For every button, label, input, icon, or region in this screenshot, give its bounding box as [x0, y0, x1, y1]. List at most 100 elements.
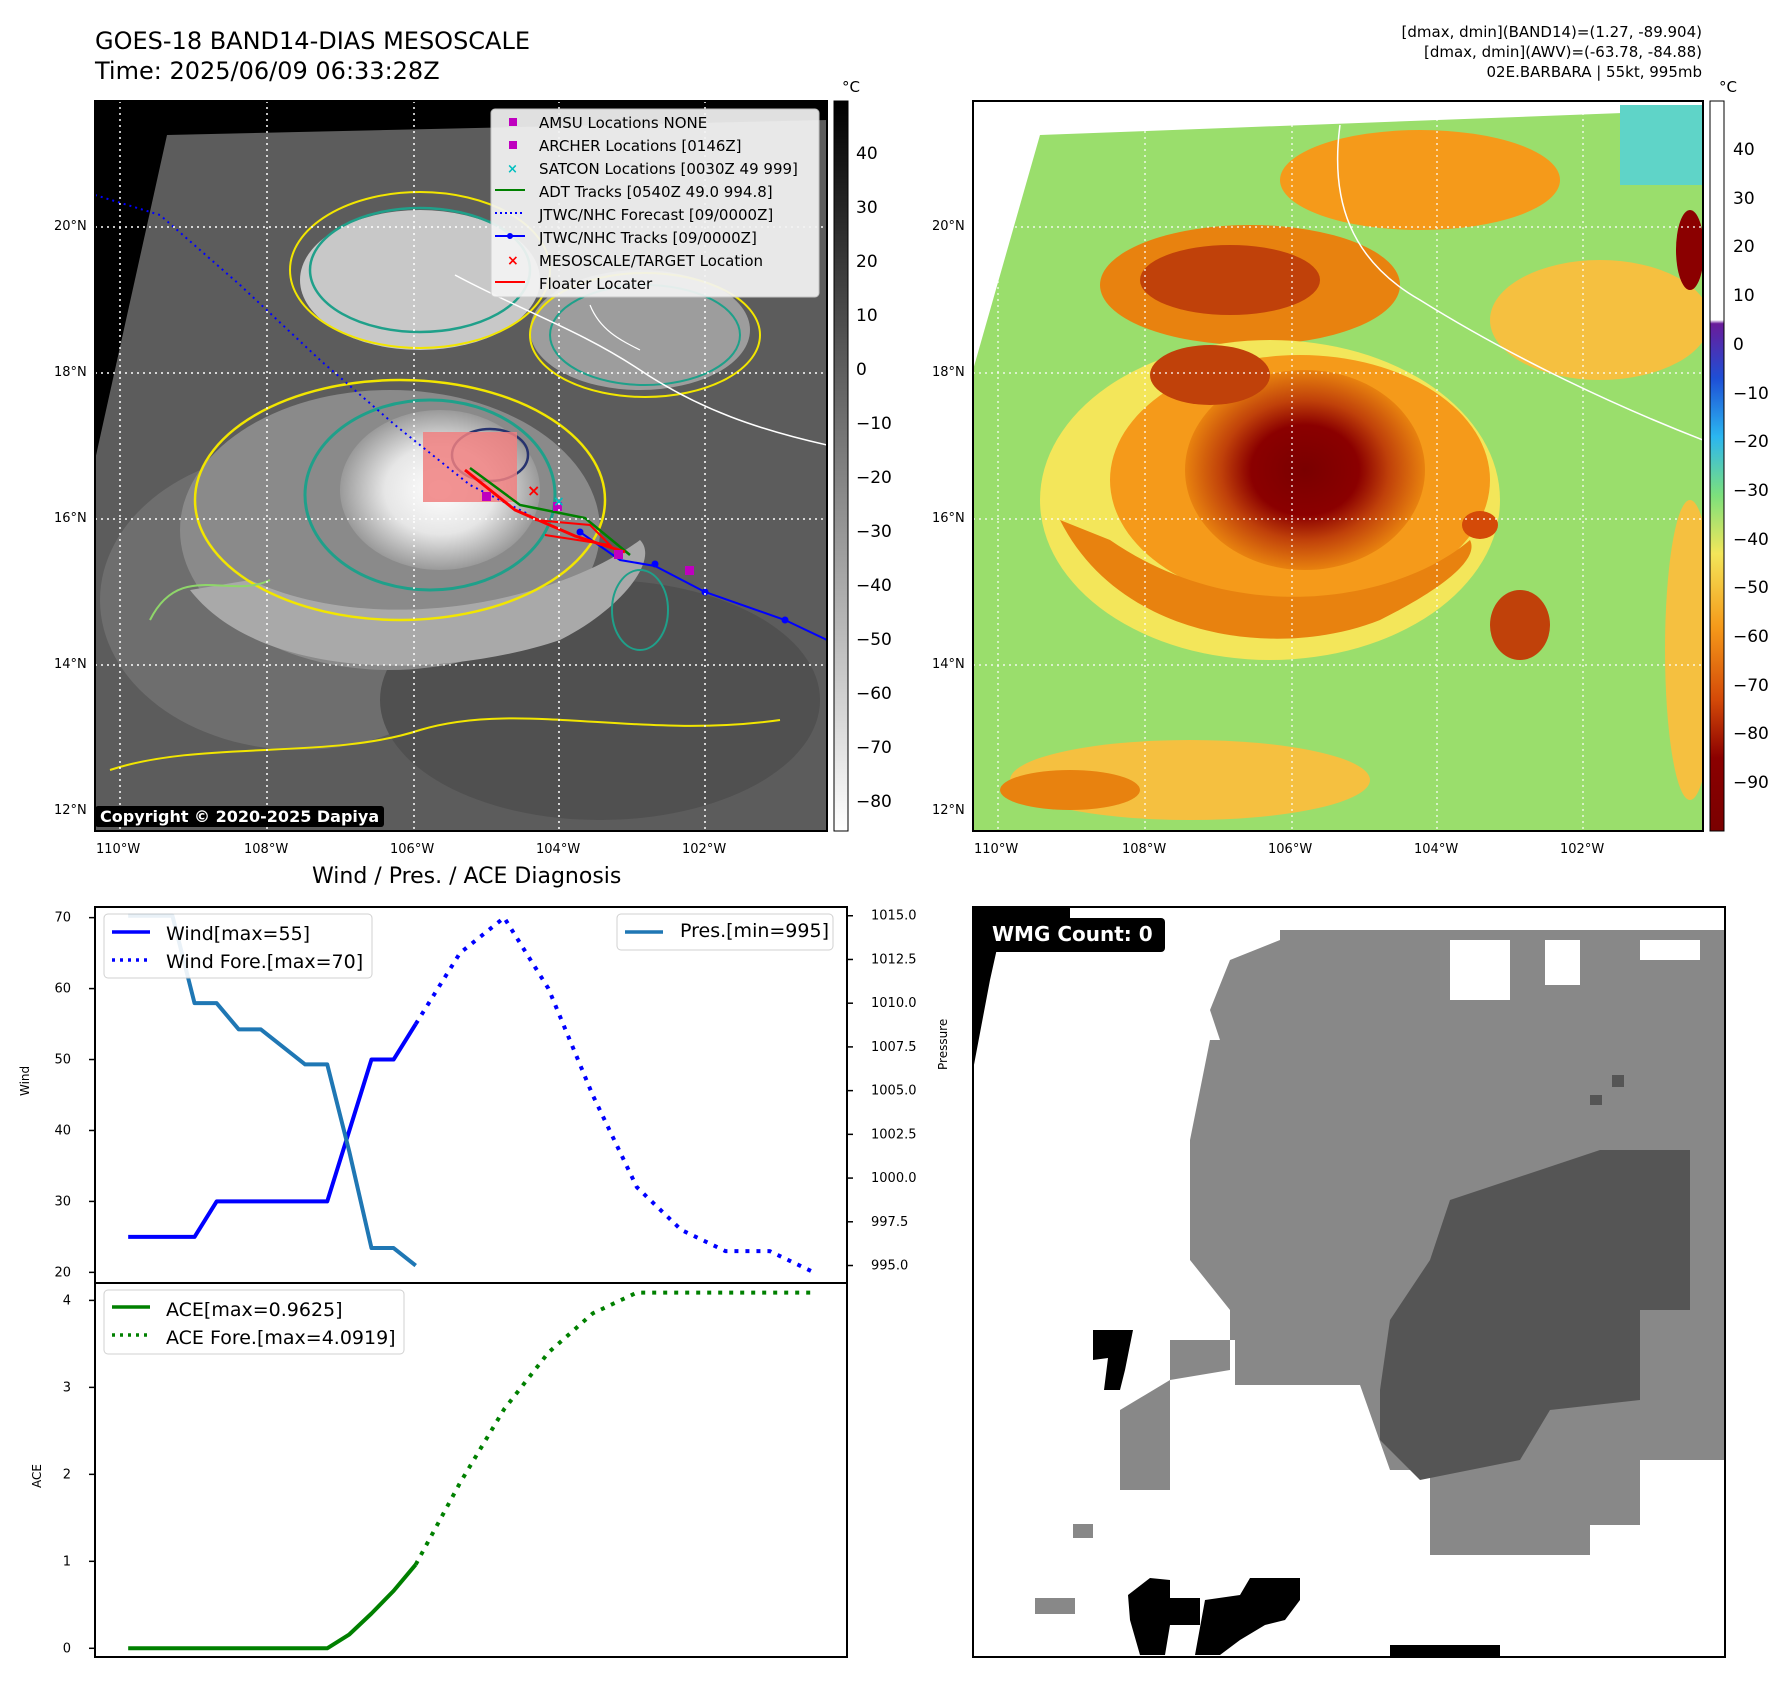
awv-image-right — [973, 101, 1703, 831]
pressure-legend — [616, 913, 834, 951]
colorbar-left-tick: −30 — [856, 522, 892, 542]
legend-satcon: SATCON Locations [0030Z 49 999] — [539, 160, 798, 178]
lat-label: 12°N — [54, 803, 87, 818]
diagnosis-title: Wind / Pres. / ACE Diagnosis — [312, 864, 622, 889]
pressure-tick-label: 997.5 — [871, 1215, 908, 1230]
lon-label: 106°W — [1268, 842, 1313, 857]
colorbar-left-tick: 10 — [856, 306, 878, 326]
colorbar-left-tick: 20 — [856, 252, 878, 272]
ace-axis: 0 1 2 3 4 — [63, 1293, 95, 1656]
ir-image-left: × × — [95, 101, 827, 831]
colorbar-right-tick: 0 — [1733, 334, 1744, 355]
map-legend: × × — [490, 108, 820, 298]
lon-label: 104°W — [1414, 842, 1459, 857]
map-legend-labels: AMSU Locations NONE ARCHER Locations [01… — [539, 112, 798, 296]
ace-legend-labels: ACE[max=0.9625] ACE Fore.[max=4.0919] — [166, 1296, 396, 1352]
legend-wind-forecast: Wind Fore.[max=70] — [166, 951, 364, 973]
legend-ace: ACE[max=0.9625] — [166, 1299, 343, 1321]
pressure-tick-label: 1005.0 — [871, 1084, 917, 1099]
series-line — [413, 1290, 814, 1566]
colorbar-right-tick: −80 — [1733, 724, 1769, 745]
ace-axis-label: ACE — [30, 1464, 44, 1488]
colorbar-left — [833, 100, 849, 832]
colorbar-right-tick: −70 — [1733, 675, 1769, 696]
ace-legend — [103, 1289, 405, 1355]
colorbar-left-tick: 30 — [856, 198, 878, 218]
lon-label: 102°W — [682, 842, 727, 857]
lon-label: 104°W — [536, 842, 581, 857]
ace-tick-label: 3 — [63, 1380, 71, 1395]
pressure-axis-label: Pressure — [936, 1018, 950, 1070]
wind-legend — [103, 913, 373, 979]
wind-axis-label: Wind — [18, 1065, 32, 1096]
pressure-tick-label: 995.0 — [871, 1259, 908, 1274]
pressure-tick-label: 1012.5 — [871, 952, 917, 967]
band14-range: [dmax, dmin](BAND14)=(1.27, -89.904) — [1401, 23, 1702, 41]
colorbar-left-tick: 0 — [856, 360, 867, 380]
lon-label: 108°W — [244, 842, 289, 857]
lat-label: 14°N — [54, 657, 87, 672]
wind-tick-label: 30 — [54, 1194, 71, 1209]
awv-range: [dmax, dmin](AWV)=(-63.78, -84.88) — [1423, 43, 1702, 61]
colorbar-left-tick: −20 — [856, 468, 892, 488]
colorbar-left-tick: −70 — [856, 738, 892, 758]
colorbar-right-tick: 40 — [1733, 140, 1755, 160]
colorbar-left-tick: −10 — [856, 414, 892, 434]
wind-tick-label: 70 — [54, 911, 71, 926]
colorbar-right-tick: −90 — [1733, 773, 1769, 794]
colorbar-left-tick: −60 — [856, 684, 892, 704]
wind-legend-labels: Wind[max=55] Wind Fore.[max=70] — [166, 920, 363, 976]
lat-label: 12°N — [932, 803, 965, 818]
colorbar-right-unit: °C — [1719, 78, 1737, 96]
legend-pressure: Pres.[min=995] — [680, 920, 829, 942]
colorbar-right-tick: −20 — [1733, 432, 1769, 453]
ace-series — [128, 1290, 814, 1651]
figure-title-line2: Time: 2025/06/09 06:33:28Z — [95, 57, 440, 85]
series-line — [414, 915, 815, 1275]
legend-archer: ARCHER Locations [0146Z] — [539, 137, 742, 155]
lat-label: 18°N — [932, 365, 965, 380]
lat-label: 14°N — [932, 657, 965, 672]
colorbar-left-tick: −80 — [856, 792, 892, 812]
svg-text:×: × — [507, 162, 518, 177]
legend-adt: ADT Tracks [0540Z 49.0 994.8] — [539, 183, 773, 201]
series-line — [128, 1022, 418, 1239]
lat-label: 16°N — [54, 511, 87, 526]
svg-text:×: × — [553, 494, 565, 510]
svg-text:×: × — [507, 253, 519, 269]
wind-tick-label: 40 — [54, 1123, 71, 1138]
storm-summary: 02E.BARBARA | 55kt, 995mb — [1486, 63, 1702, 81]
ace-tick-label: 0 — [63, 1641, 71, 1656]
wind-tick-label: 50 — [54, 1053, 71, 1068]
pressure-tick-label: 1002.5 — [871, 1127, 917, 1142]
wind-tick-label: 60 — [54, 982, 71, 997]
lat-label: 16°N — [932, 511, 965, 526]
colorbar-right — [1709, 100, 1725, 832]
colorbar-right-tick: −50 — [1733, 578, 1769, 599]
lon-labels: 110°W 108°W 106°W 104°W 102°W 110°W 108°… — [0, 842, 1788, 862]
wind-axis: 20 30 40 50 60 70 — [54, 911, 95, 1280]
legend-amsu: AMSU Locations NONE — [539, 114, 708, 132]
figure-title-line1: GOES-18 BAND14-DIAS MESOSCALE — [95, 27, 531, 55]
ace-tick-label: 1 — [63, 1554, 71, 1569]
figure-title: GOES-18 BAND14-DIAS MESOSCALE Time: 2025… — [95, 26, 530, 86]
pressure-tick-label: 1015.0 — [871, 909, 917, 924]
lat-label: 20°N — [54, 219, 87, 234]
colorbar-right-tick: −30 — [1733, 480, 1769, 501]
pressure-tick-label: 1000.0 — [871, 1171, 917, 1186]
colorbar-left-unit: °C — [842, 78, 860, 96]
colorbar-right-tick: 10 — [1733, 286, 1755, 307]
copyright-label: Copyright © 2020-2025 Dapiya — [95, 806, 385, 827]
colorbar-right-tick: −10 — [1733, 383, 1769, 404]
lon-label: 110°W — [974, 842, 1019, 857]
ace-tick-label: 2 — [63, 1467, 71, 1482]
storm-info: [dmax, dmin](BAND14)=(1.27, -89.904) [dm… — [1402, 22, 1702, 82]
ace-tick-label: 4 — [63, 1293, 71, 1308]
legend-floater: Floater Locater — [539, 275, 653, 293]
colorbar-left-tick: −40 — [856, 576, 892, 596]
lon-label: 102°W — [1560, 842, 1605, 857]
colorbar-left-tick: 40 — [856, 144, 878, 164]
series-line — [128, 1563, 418, 1651]
wind-tick-label: 20 — [54, 1265, 71, 1280]
lat-label: 18°N — [54, 365, 87, 380]
